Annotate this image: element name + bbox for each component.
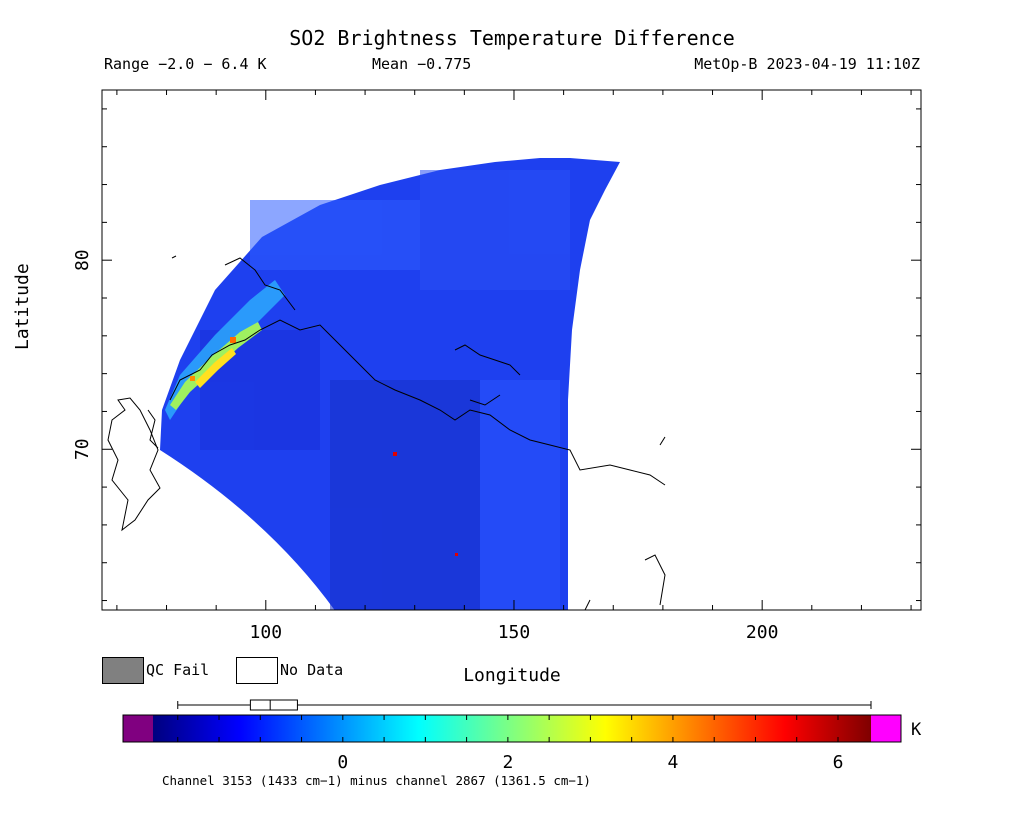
mean-subtitle: Mean −0.775: [372, 55, 472, 73]
y-axis-label: Latitude: [12, 263, 33, 350]
axis-ticks: [102, 90, 921, 610]
hotspot-2: [190, 376, 195, 381]
hotspot-1: [230, 337, 236, 343]
hotspot-4: [455, 553, 458, 556]
axis-tick-labels: 100 150 200 70 80: [72, 249, 778, 643]
colorbar-tick-label: 2: [502, 752, 513, 773]
x-axis-label: Longitude: [463, 665, 561, 686]
plot-frame: [101, 89, 922, 611]
so2-plume-peak: [195, 348, 236, 388]
boxplot-box: [249, 699, 298, 711]
y-tick-label: 70: [72, 438, 93, 460]
boxplot: [177, 699, 872, 711]
colorbar-tick-label: 4: [668, 752, 679, 773]
qc-fail-swatch: [102, 657, 144, 684]
no-data-swatch: [236, 657, 278, 684]
qc-fail-label: QC Fail: [146, 661, 210, 679]
hotspot-3: [393, 452, 397, 456]
colorbar-gradient: [153, 715, 871, 742]
y-tick-label: 80: [72, 249, 93, 271]
colorbar-over-swatch: [871, 715, 901, 742]
colorbar-tick-label: 0: [337, 752, 348, 773]
satellite-subtitle: MetOp-B 2023-04-19 11:10Z: [694, 55, 920, 73]
colorbar-under-swatch: [123, 715, 153, 742]
colorbar: 0 2 4 6: [122, 714, 902, 773]
colorbar-tick-label: 6: [833, 752, 844, 773]
footnote: Channel 3153 (1433 cm−1) minus channel 2…: [162, 773, 591, 788]
swath-texture: [200, 170, 570, 610]
swath-group: [160, 158, 620, 610]
no-data-label: No Data: [280, 661, 344, 679]
colorbar-minor-ticks: [177, 715, 839, 742]
colorbar-unit: K: [911, 720, 922, 740]
x-tick-label: 100: [250, 622, 283, 643]
x-tick-label: 150: [498, 622, 531, 643]
chart-title: SO2 Brightness Temperature Difference: [289, 26, 735, 50]
colorbar-frame: [122, 714, 902, 743]
range-subtitle: Range −2.0 − 6.4 K: [104, 55, 267, 73]
x-tick-label: 200: [746, 622, 779, 643]
coastlines: [107, 255, 666, 610]
colorbar-tick-labels: 0 2 4 6: [337, 752, 843, 773]
